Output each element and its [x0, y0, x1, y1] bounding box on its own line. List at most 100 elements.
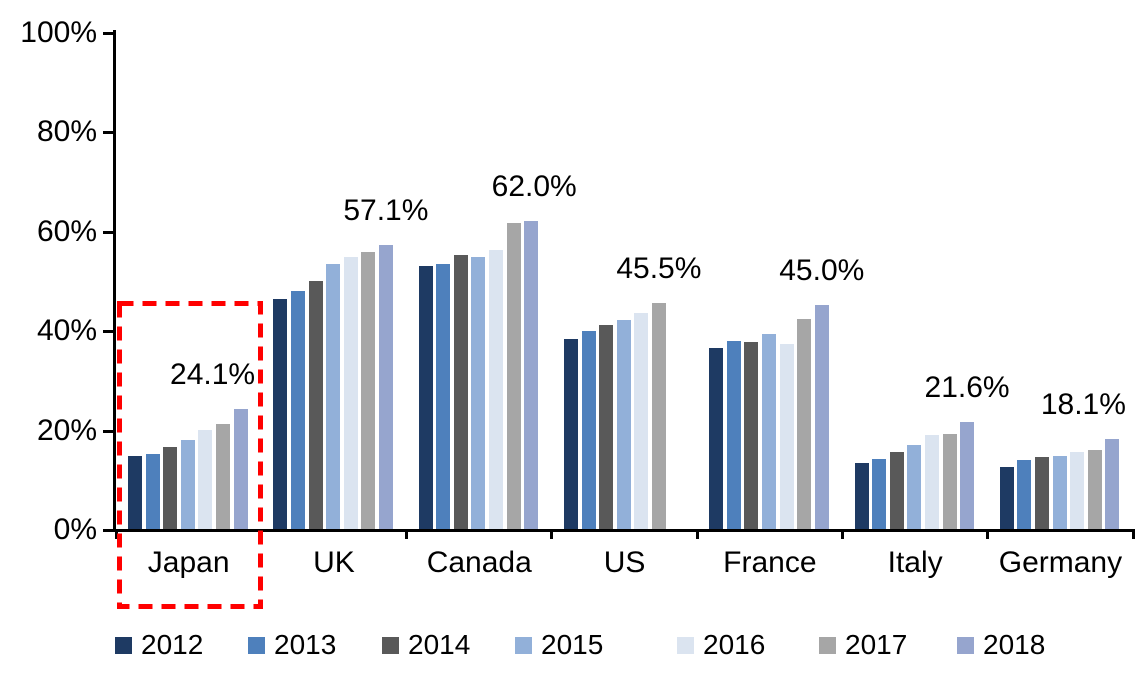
bar-canada-2013	[436, 263, 451, 529]
y-tick-label: 20%	[36, 413, 97, 447]
x-tick	[841, 529, 844, 539]
bar-france-2012	[709, 347, 724, 529]
japan-highlight-box	[117, 301, 263, 609]
bar-italy-2018	[960, 421, 975, 529]
y-axis-line	[113, 30, 116, 532]
legend-swatch-2012	[115, 636, 132, 654]
data-label-italy: 21.6%	[924, 370, 1010, 404]
y-tick-label: 100%	[20, 16, 97, 49]
bar-germany-2014	[1035, 457, 1049, 529]
bar-germany-2015	[1052, 455, 1067, 529]
bar-us-2014	[599, 325, 614, 529]
bar-italy-2013	[872, 459, 887, 529]
category-label-canada: Canada	[426, 546, 532, 579]
x-tick	[986, 529, 990, 539]
data-label-germany: 18.1%	[1040, 388, 1126, 422]
bar-germany-2018	[1105, 439, 1120, 529]
bar-us-2015	[616, 320, 631, 529]
category-label-italy: Italy	[887, 546, 943, 579]
legend-swatch-2016	[677, 636, 694, 654]
y-tick-0%	[103, 529, 116, 532]
legend-label-2012: 2012	[141, 629, 204, 660]
bar-us-2012	[563, 339, 578, 529]
bar-us-2013	[581, 330, 596, 529]
x-tick	[405, 529, 409, 539]
bar-france-2017	[797, 318, 812, 529]
legend-swatch-2015	[515, 636, 532, 654]
x-tick	[114, 529, 118, 539]
bar-uk-2018	[378, 245, 393, 529]
bar-japan-2012	[128, 455, 142, 529]
bar-italy-2016	[924, 434, 939, 529]
dashed-rectangle	[117, 301, 263, 609]
y-tick-20%	[103, 429, 116, 433]
bar-france-2016	[779, 343, 794, 529]
bar-germany-2013	[1017, 459, 1032, 529]
data-label-uk: 57.1%	[343, 194, 429, 228]
legend-item-2018: 2018	[957, 629, 1046, 660]
data-label-us: 45.5%	[616, 251, 702, 285]
bar-uk-2015	[326, 263, 341, 529]
bar-france-2014	[744, 341, 759, 529]
y-tick-label: 0%	[53, 513, 97, 546]
bar-uk-2014	[308, 280, 323, 529]
x-axis-line	[113, 529, 1134, 532]
y-tick-100%	[103, 32, 116, 35]
legend-label-2018: 2018	[983, 629, 1046, 660]
legend-item-2017: 2017	[819, 629, 908, 660]
y-tick-80%	[103, 131, 116, 135]
y-tick-40%	[103, 330, 116, 334]
data-label-france: 45.0%	[779, 254, 865, 288]
category-label-us: US	[603, 546, 646, 579]
bar-italy-2015	[907, 445, 922, 529]
bar-japan-2018	[233, 409, 248, 529]
category-label-germany: Germany	[998, 546, 1123, 579]
bar-canada-2014	[453, 254, 468, 529]
bar-japan-2016	[198, 429, 213, 529]
bar-italy-2017	[942, 433, 957, 529]
bar-japan-2013	[145, 454, 160, 529]
legend-label-2017: 2017	[845, 629, 908, 660]
bar-canada-2016	[489, 249, 503, 529]
bar-france-2015	[762, 334, 776, 529]
legend-label-2015: 2015	[541, 629, 604, 660]
bar-canada-2018	[524, 220, 539, 529]
bar-italy-2012	[854, 462, 869, 529]
bar-uk-2012	[273, 299, 288, 529]
legend-swatch-2018	[957, 636, 974, 654]
bar-germany-2017	[1087, 449, 1102, 529]
bar-uk-2017	[361, 251, 376, 529]
bar-uk-2016	[343, 256, 358, 529]
category-label-japan: Japan	[147, 546, 230, 579]
x-tick	[550, 529, 554, 539]
bar-us-2017	[651, 302, 666, 529]
bar-germany-2016	[1070, 451, 1085, 529]
legend-item-2016: 2016	[677, 629, 766, 660]
category-label-france: France	[723, 546, 817, 579]
y-tick-label: 60%	[36, 214, 97, 248]
bar-france-2018	[814, 305, 829, 529]
category-label-uk: UK	[313, 546, 355, 579]
legend-swatch-2013	[248, 636, 265, 654]
legend-item-2013: 2013	[248, 631, 336, 659]
y-tick-label: 40%	[36, 314, 97, 348]
bar-canada-2012	[418, 266, 433, 529]
y-tick-60%	[103, 230, 116, 234]
bar-canada-2015	[471, 256, 486, 529]
y-tick-label: 80%	[36, 115, 97, 149]
bar-japan-2015	[180, 439, 195, 529]
legend-item-2014: 2014	[382, 631, 470, 659]
bar-japan-2017	[216, 423, 230, 529]
data-label-japan: 24.1%	[170, 358, 256, 392]
bar-italy-2014	[889, 452, 904, 529]
legend-label-2016: 2016	[703, 629, 766, 660]
legend-item-2012: 2012	[115, 629, 204, 660]
data-label-canada: 62.0%	[491, 169, 577, 203]
bar-us-2016	[634, 312, 649, 529]
legend-swatch-2014	[382, 636, 399, 654]
legend-item-2015: 2015	[515, 629, 604, 660]
bar-canada-2017	[506, 223, 521, 529]
bar-germany-2012	[999, 466, 1014, 529]
x-tick	[695, 529, 699, 539]
legend-swatch-2017	[819, 636, 836, 654]
